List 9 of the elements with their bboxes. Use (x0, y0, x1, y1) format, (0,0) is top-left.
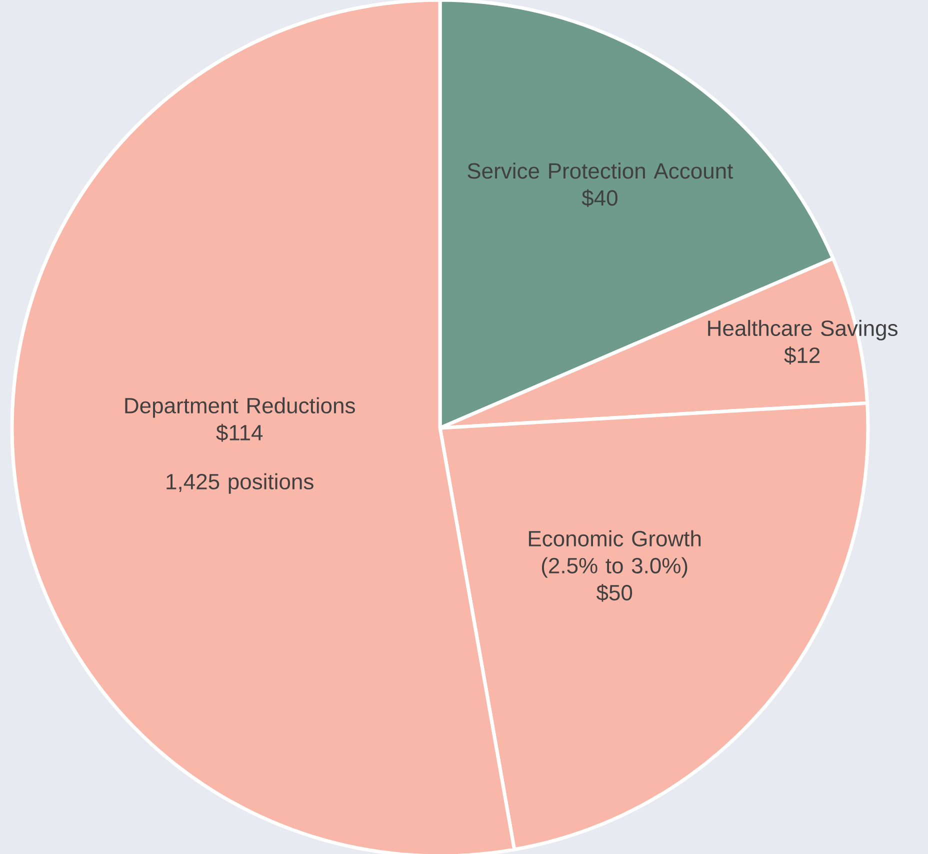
data-label: $12 (784, 346, 820, 364)
slice-label: Healthcare Savings (708, 320, 898, 340)
slice-label: Department Reductions (125, 397, 355, 418)
data-label: $50 (596, 584, 632, 602)
slice-label: Economic Growth (2.5% to 3.0%) (528, 530, 701, 578)
data-label: $40 (582, 189, 618, 208)
data-label: $114 (216, 424, 263, 442)
text: 1,425 positions (166, 473, 314, 494)
slice-label: Service Protection Account (468, 162, 734, 179)
